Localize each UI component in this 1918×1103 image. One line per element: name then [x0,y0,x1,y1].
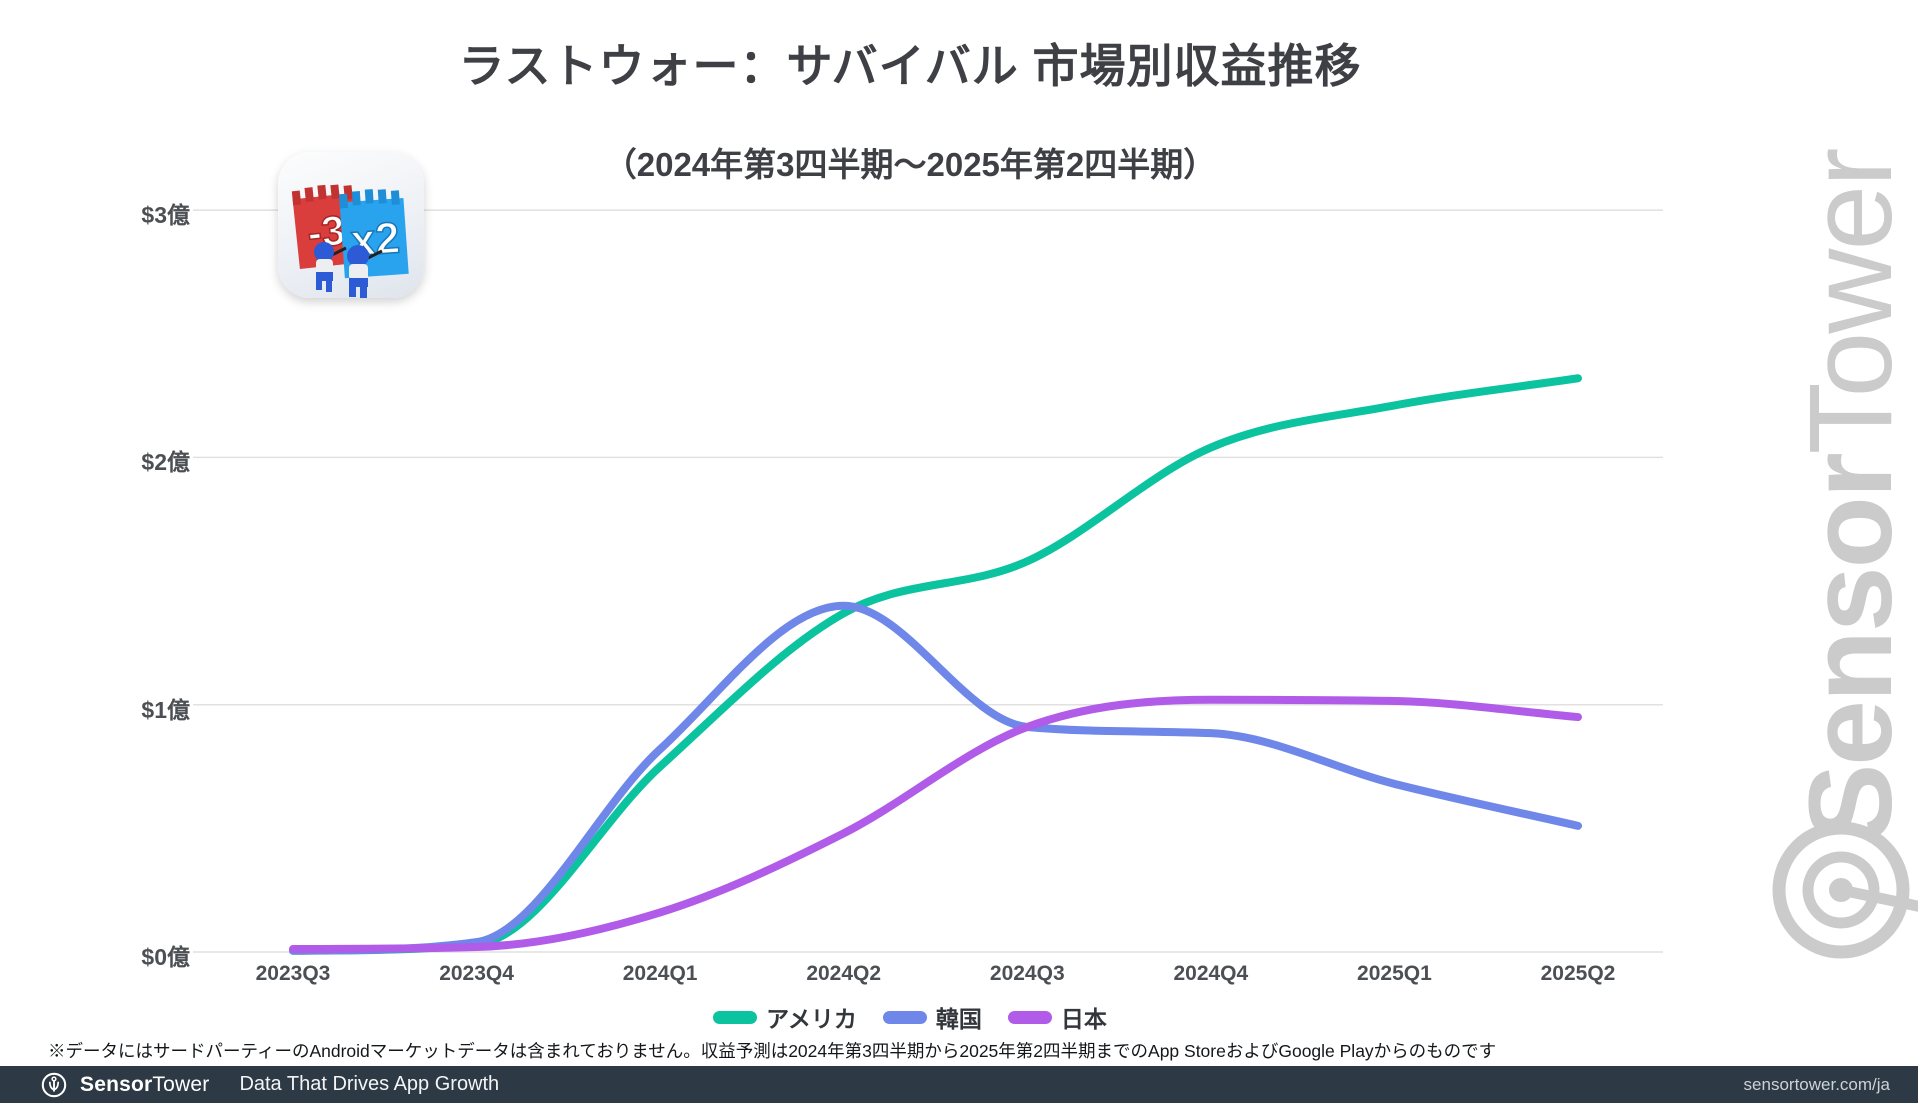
legend-swatch-icon [1007,1010,1052,1024]
x-axis-tick-label: 2024Q3 [989,962,1065,985]
chart-legend: アメリカ 韓国 日本 [0,1000,1820,1034]
x-axis-tick-label: 2024Q4 [1173,962,1249,985]
x-axis-tick-label: 2025Q2 [1540,962,1616,985]
y-axis-tick-label: $1億 [141,696,190,723]
y-axis-tick-label: $0億 [141,944,190,970]
legend-item: 日本 [1007,1000,1107,1034]
footer-brand-block: SensorTower Data That Drives App Growth [40,1071,499,1099]
legend-label: 韓国 [935,1006,982,1032]
x-axis-tick-label: 2024Q1 [622,962,698,985]
page-title: ラストウォー：サバイバル 市場別収益推移 [458,40,1362,92]
y-axis-tick-label: $2億 [141,449,190,476]
x-axis-tick-label: 2023Q3 [255,962,331,985]
x-axis-tick-label: 2023Q4 [439,962,514,985]
legend-label: アメリカ [766,1006,857,1032]
footer-url: sensortower.com/ja [1743,1074,1890,1094]
page-subtitle: （2024年第3四半期～2025年第2四半期） [603,146,1217,183]
legend-item: アメリカ [713,1000,857,1034]
sensortower-logo-watermark-icon [1772,821,1918,959]
footer-bar: SensorTower Data That Drives App Growth … [0,1066,1918,1103]
soldier-figures [314,242,383,298]
legend-item: 韓国 [882,1000,982,1034]
y-axis-tick-label: $3億 [141,202,190,229]
data-disclaimer: ※データにはサードパーティーのAndroidマーケットデータは含まれておりません… [48,1041,1497,1061]
sensortower-footer-logo-icon [41,1072,67,1097]
header: ラストウォー：サバイバル 市場別収益推移 （2024年第3四半期～2025年第2… [0,0,1820,186]
last-war-app-icon-art: -3 x2 [291,184,409,298]
footer-tagline: Data That Drives App Growth [239,1073,500,1095]
footer-brand-tower: Tower [152,1072,210,1096]
series-line-韓国 [289,601,1582,955]
series-line-日本 [289,695,1582,954]
x-axis-tick-label: 2025Q1 [1357,962,1432,985]
footer-brand-name: SensorTower [80,1073,209,1097]
legend-swatch-icon [713,1010,758,1024]
legend-label: 日本 [1060,1006,1107,1032]
x-axis-tick-label: 2024Q2 [806,962,882,985]
footer-brand-sensor: Sensor [80,1072,153,1096]
last-war-app-icon: -3 x2 [278,152,424,298]
legend-swatch-icon [882,1010,927,1024]
